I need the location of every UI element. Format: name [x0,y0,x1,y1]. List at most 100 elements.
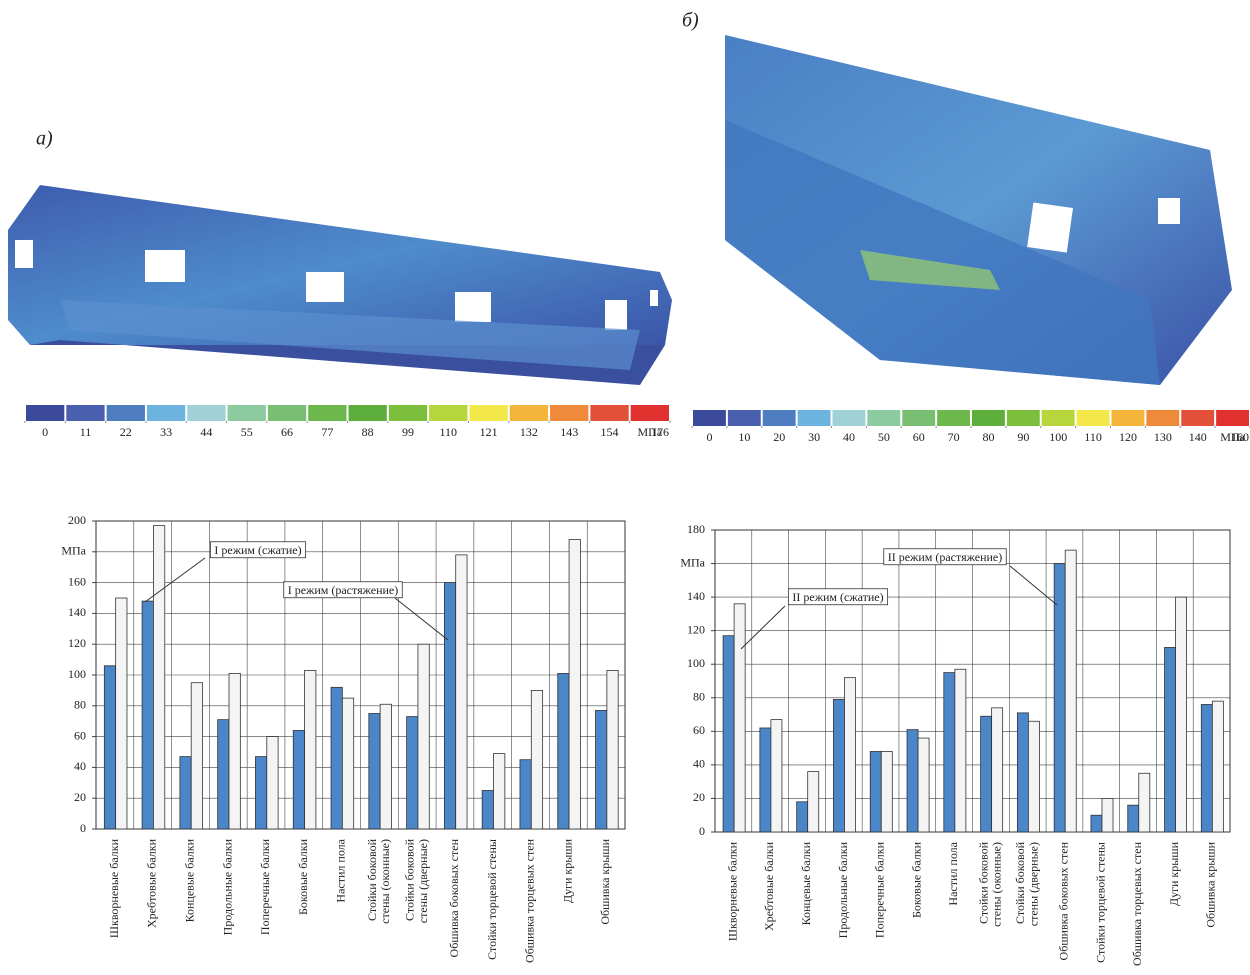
bar [104,666,115,829]
x-tick-label: Обшивка торцевых стен [522,838,536,963]
colorbar-segment [1216,410,1249,426]
colorbar-segment [349,405,387,421]
bar [456,555,467,829]
colorbar-label: 80 [982,430,994,444]
y-tick-label: 160 [68,574,86,588]
x-tick-label: Дуги крыши [560,838,574,903]
y-tick-label: 140 [68,605,86,619]
colorbar-label: 140 [1189,430,1207,444]
x-tick-label: Обшивка крыши [1203,841,1217,927]
bar [596,710,607,829]
annotation-leader [741,606,785,649]
bar [844,678,855,832]
colorbar-segment [107,405,145,421]
x-tick-label: Стойки боковойстены (дверные) [1013,841,1040,926]
y-tick-label: 180 [687,522,705,536]
bar [305,670,316,829]
x-tick-label: Обшивка крыши [598,838,612,924]
y-tick-label: 20 [74,790,86,804]
colorbar-label: 0 [706,430,712,444]
colorbar-label: 100 [1049,430,1067,444]
bar [1065,550,1076,832]
y-tick-label: 100 [687,656,705,670]
bar [520,760,531,829]
bar [797,802,808,832]
x-tick-label: Обшивка боковых стен [1056,841,1070,960]
bar [833,699,844,832]
y-tick-label: 60 [74,728,86,742]
x-tick-label: Стойки боковойстены (дверные) [402,838,429,923]
bar [116,598,127,829]
bar [531,690,542,829]
y-tick-label: 80 [74,698,86,712]
annotation-leader [395,598,448,640]
colorbar-label: 110 [440,425,458,439]
bar [191,683,202,829]
bar [218,720,229,829]
colorbar-label: 20 [773,430,785,444]
bar [907,730,918,832]
x-tick-label: Стойки торцевой стены [1093,842,1107,963]
bar [1128,805,1139,832]
x-tick-label: Поперечные балки [872,841,886,938]
colorbar-label: 33 [160,425,172,439]
colorbar-segment [389,405,427,421]
colorbar-segment [1042,410,1075,426]
colorbar-segment [590,405,628,421]
bar [760,728,771,832]
bar [1017,713,1028,832]
y-tick-label: 40 [693,757,705,771]
bar [331,687,342,829]
colorbar-label: 120 [1119,430,1137,444]
colorbar-segment [631,405,669,421]
colorbar-segment [268,405,306,421]
x-tick-label: Хребтовые балки [762,841,776,931]
bar [494,754,505,829]
colorbar-segment [937,410,970,426]
colorbar-segment [902,410,935,426]
bar [992,708,1003,832]
colorbar-segment [833,410,866,426]
bar [1212,701,1223,832]
x-tick-label: Шкворневые балки [107,838,121,938]
x-tick-label: Боковые балки [296,838,310,915]
colorbar-label: 154 [601,425,619,439]
annotation: II режим (сжатие) [792,590,883,604]
x-tick-label: Поперечные балки [258,838,272,935]
bar [1028,721,1039,832]
bar [723,636,734,832]
x-tick-label: Продольные балки [220,838,234,935]
x-tick-label: Обшивка торцевых стен [1130,841,1144,966]
bar [569,539,580,829]
colorbar-segment [66,405,104,421]
y-tick-label: МПа [61,544,86,558]
colorbar-label: 10 [738,430,750,444]
panel-label: б) [682,10,699,32]
y-tick-label: 80 [693,690,705,704]
x-tick-label: Продольные балки [836,841,850,938]
x-tick-label: Стойки боковойстены (оконные) [976,841,1003,926]
bar [981,716,992,832]
bar [558,673,569,829]
colorbar-label: 50 [878,430,890,444]
colorbar-segment [1007,410,1040,426]
y-tick-label: 40 [74,759,86,773]
bar [734,604,745,832]
colorbar-label: 132 [520,425,538,439]
bar [918,738,929,832]
bar [153,526,164,829]
bar [944,673,955,832]
colorbar-segment [728,410,761,426]
bar [1201,704,1212,832]
y-tick-label: 20 [693,790,705,804]
colorbar-segment [1077,410,1110,426]
x-tick-label: Шкворневые балки [725,841,739,941]
bar [380,704,391,829]
colorbar-label: 130 [1154,430,1172,444]
bar [444,583,455,829]
colorbar-segment [429,405,467,421]
colorbar-label: 121 [480,425,498,439]
colorbar-label: 143 [560,425,578,439]
bar [180,757,191,829]
x-tick-label: Боковые балки [909,841,923,918]
